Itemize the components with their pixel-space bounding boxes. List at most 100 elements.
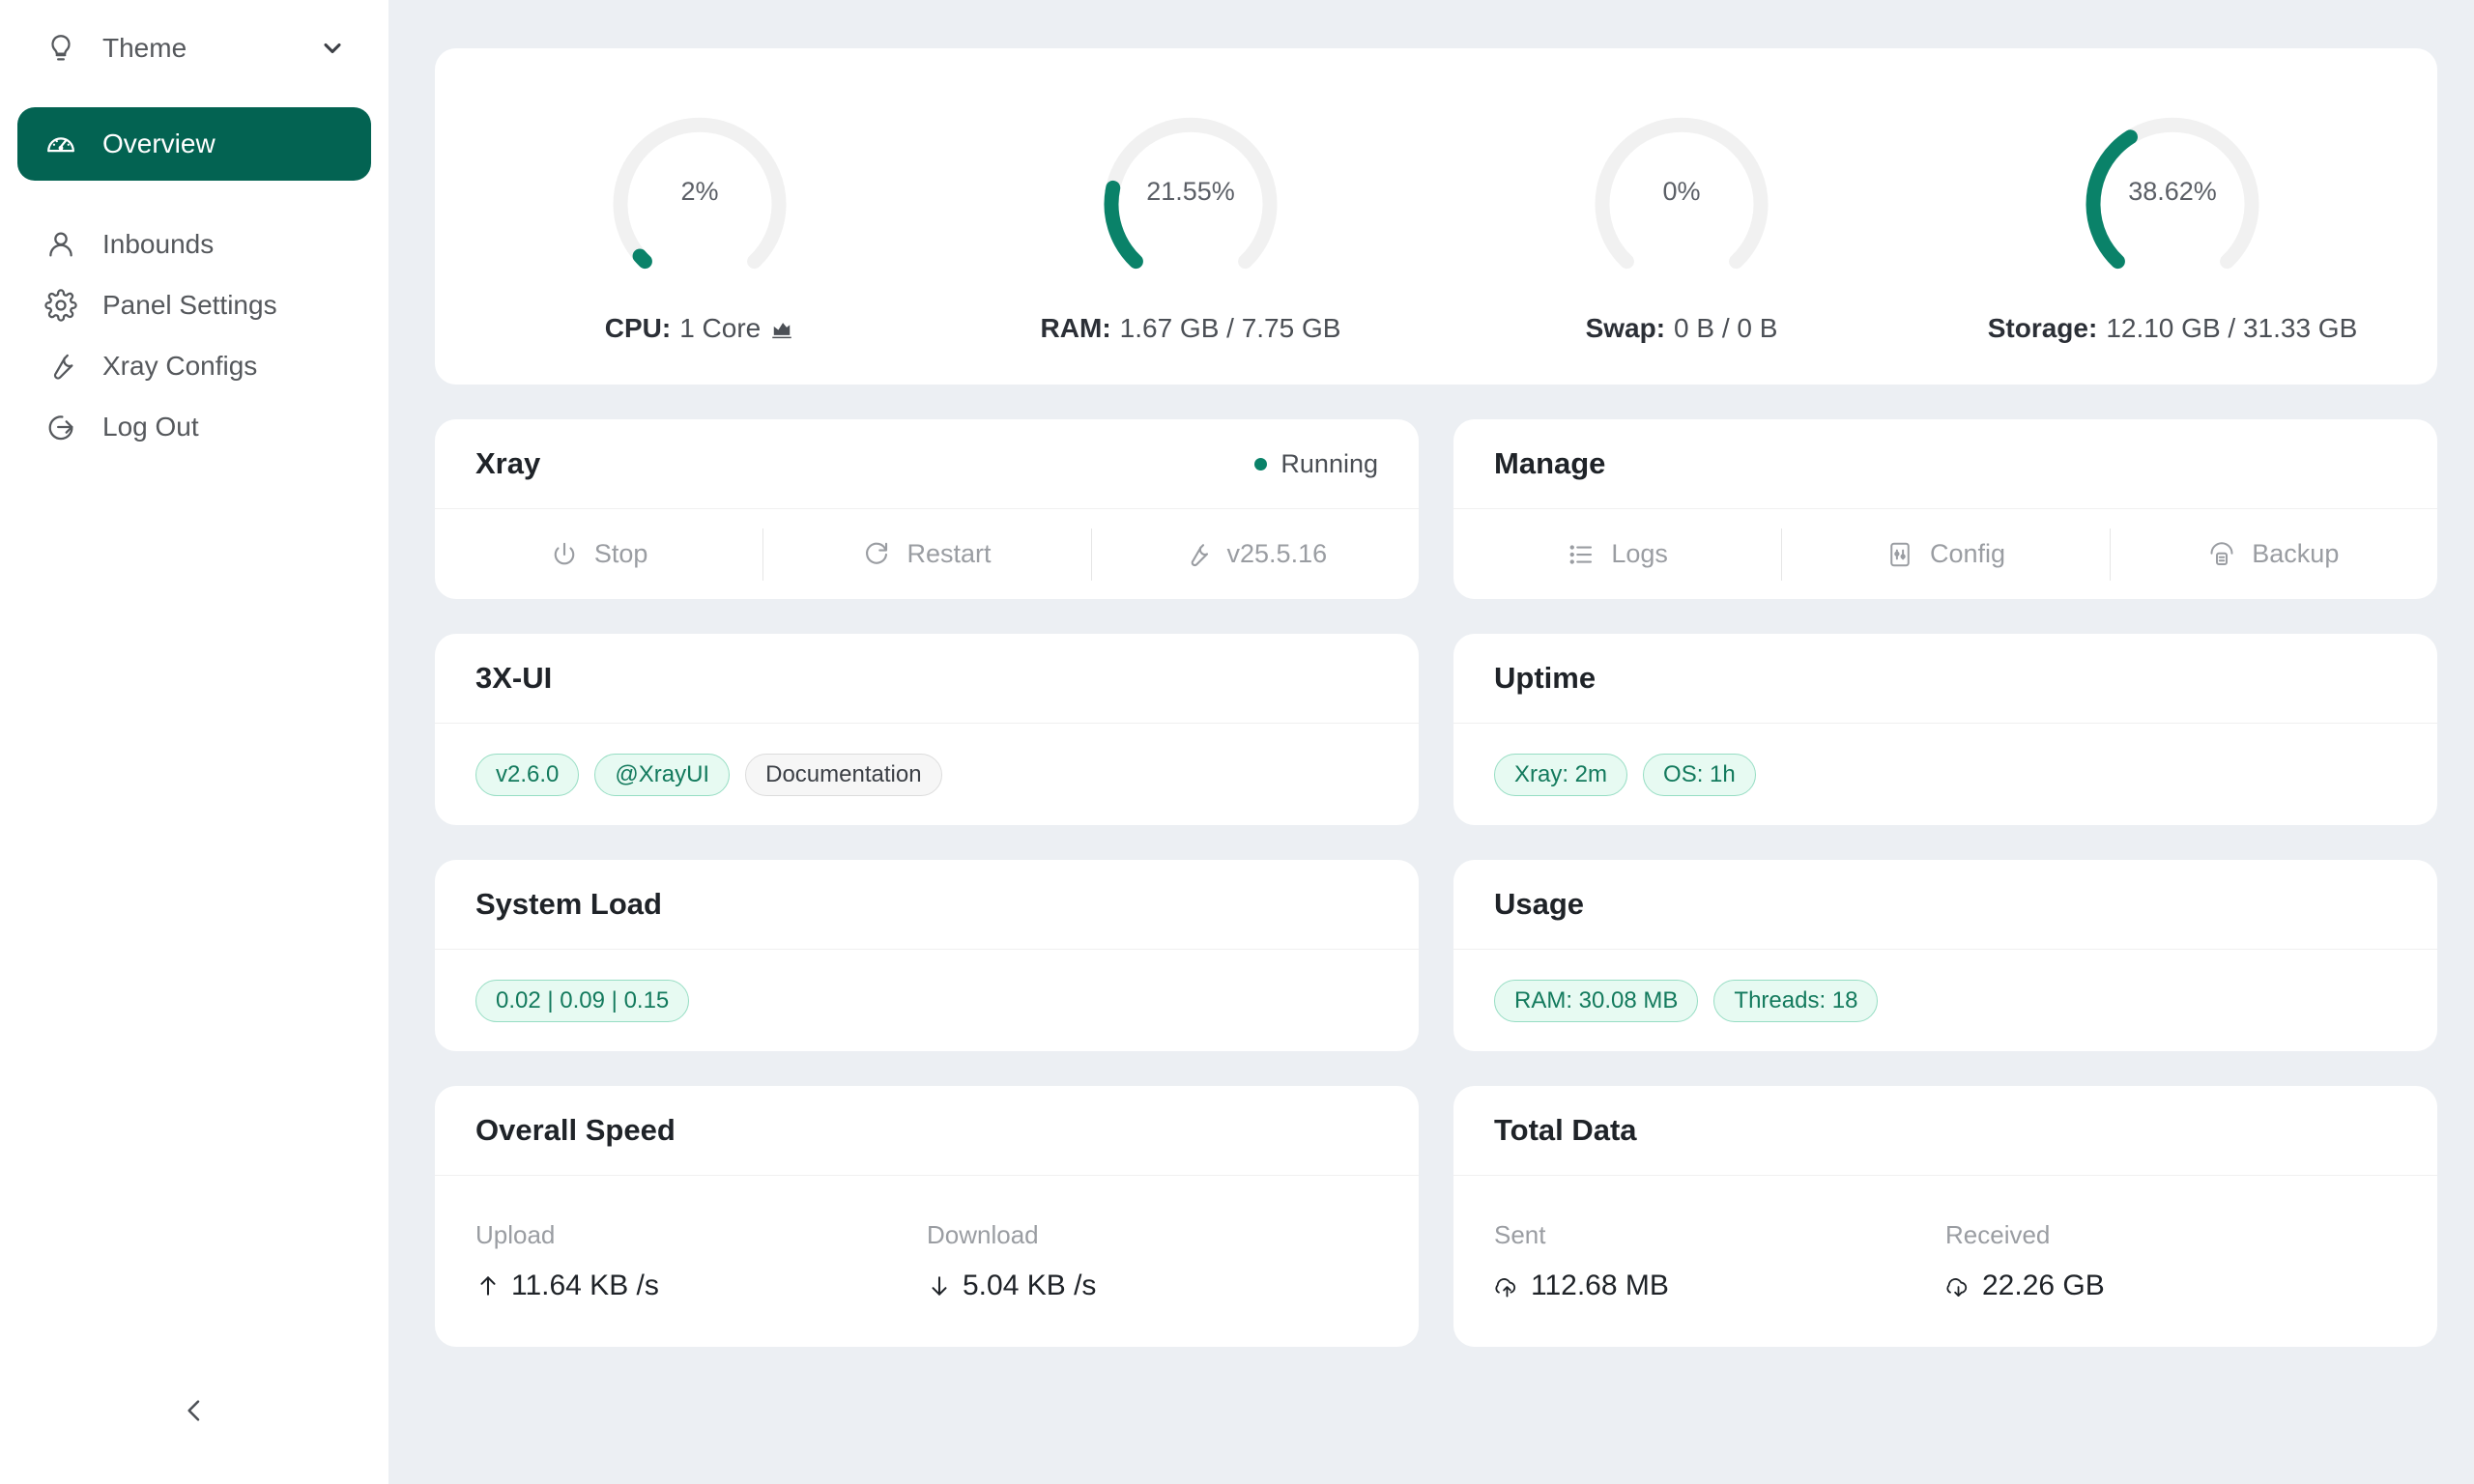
stop-label: Stop: [593, 539, 648, 568]
upload-value: 11.64 KB /s: [511, 1270, 659, 1301]
restart-label: Restart: [906, 539, 992, 568]
download-value-row: 5.04 KB /s: [927, 1270, 1378, 1302]
gauge-arc-swap: 0%: [1566, 87, 1798, 292]
xray-version-label: v25.5.16: [1226, 539, 1328, 568]
gauge-percent-ram: 21.55%: [1146, 176, 1235, 206]
logout-icon: [43, 409, 79, 445]
sent-label: Sent: [1494, 1220, 1546, 1249]
cloud-upload-icon: [1494, 1273, 1520, 1299]
uptime-card-header: Uptime: [1453, 634, 2437, 724]
card-title: Manage: [1494, 446, 1606, 480]
card-title: Total Data: [1494, 1113, 1637, 1147]
usage-card-body: RAM: 30.08 MB Threads: 18: [1453, 950, 2437, 1051]
badge-documentation[interactable]: Documentation: [745, 753, 942, 796]
badge-xray-uptime[interactable]: Xray: 2m: [1494, 753, 1628, 796]
sidebar-item-log-out[interactable]: Log Out: [17, 396, 371, 457]
overall-speed-card: Overall Speed Upload 11.64 KB /s: [435, 1086, 1419, 1347]
chart-icon[interactable]: [769, 316, 794, 341]
uptime-card-body: Xray: 2m OS: 1h: [1453, 724, 2437, 825]
backup-label: Backup: [2252, 539, 2340, 568]
gauge-storage: 38.62% Storage: 12.10 GB / 31.33 GB: [1927, 87, 2418, 344]
card-title: 3X-UI: [475, 661, 553, 695]
gauge-name: RAM:: [1040, 313, 1111, 343]
badge-telegram[interactable]: @XrayUI: [594, 753, 731, 796]
sidebar-item-label: Xray Configs: [102, 350, 258, 381]
uptime-card: Uptime Xray: 2m OS: 1h: [1453, 634, 2437, 825]
wrench-icon: [43, 348, 79, 385]
card-title: Xray: [475, 446, 541, 480]
theme-label: Theme: [102, 32, 187, 63]
sidebar-item-panel-settings[interactable]: Panel Settings: [17, 274, 371, 335]
wrench-icon: [1183, 540, 1212, 569]
gear-icon: [43, 287, 79, 324]
theme-selector[interactable]: Theme: [17, 17, 371, 78]
badge-usage-threads[interactable]: Threads: 18: [1713, 979, 1879, 1022]
xray-card: Xray Running Stop: [435, 419, 1419, 599]
config-button[interactable]: Config: [1781, 528, 2109, 581]
total-data-card-header: Total Data: [1453, 1086, 2437, 1176]
card-title: Overall Speed: [475, 1113, 676, 1147]
overall-speed-card-header: Overall Speed: [435, 1086, 1419, 1176]
upload-value-row: 11.64 KB /s: [475, 1270, 927, 1302]
main-content: 2% CPU: 1 Core: [388, 0, 2474, 1484]
row-load-usage: System Load 0.02 | 0.09 | 0.15 Usage RAM…: [435, 860, 2437, 1051]
total-data-card: Total Data Sent 112.68 MB: [1453, 1086, 2437, 1347]
sidebar-item-xray-configs[interactable]: Xray Configs: [17, 335, 371, 396]
gauge-arc-cpu: 2%: [584, 87, 816, 292]
total-data-card-body: Sent 112.68 MB Received: [1453, 1176, 2437, 1347]
gauge-label-cpu: CPU: 1 Core: [605, 313, 795, 344]
badge-os-uptime[interactable]: OS: 1h: [1643, 753, 1756, 796]
xray-card-actions: Stop Restart: [435, 509, 1419, 599]
gauge-value: 0 B / 0 B: [1674, 313, 1778, 343]
received-value-row: 22.26 GB: [1945, 1270, 2397, 1302]
overall-speed-card-body: Upload 11.64 KB /s Download: [435, 1176, 1419, 1347]
usage-card-header: Usage: [1453, 860, 2437, 950]
chevron-down-icon[interactable]: [319, 35, 346, 62]
download-stat: Download 5.04 KB /s: [927, 1220, 1378, 1302]
status-badge: Running: [1254, 449, 1378, 479]
badge-usage-ram[interactable]: RAM: 30.08 MB: [1494, 979, 1699, 1022]
badge-load-average[interactable]: 0.02 | 0.09 | 0.15: [475, 979, 690, 1022]
card-title: Usage: [1494, 887, 1585, 921]
gauge-arc-storage: 38.62%: [2057, 87, 2288, 292]
bulb-icon: [43, 30, 79, 67]
xray-version-button[interactable]: v25.5.16: [1090, 528, 1419, 581]
received-stat: Received 22.26 GB: [1945, 1220, 2397, 1302]
system-load-card-body: 0.02 | 0.09 | 0.15: [435, 950, 1419, 1051]
gauge-value: 1.67 GB / 7.75 GB: [1119, 313, 1341, 343]
manage-card-header: Manage: [1453, 419, 2437, 509]
xui-card-header: 3X-UI: [435, 634, 1419, 724]
row-xui-uptime: 3X-UI v2.6.0 @XrayUI Documentation Uptim…: [435, 634, 2437, 825]
sent-value-row: 112.68 MB: [1494, 1270, 1945, 1302]
gauge-value: 1 Core: [679, 313, 762, 343]
gauge-row: 2% CPU: 1 Core: [454, 87, 2418, 344]
logs-label: Logs: [1611, 539, 1668, 568]
gauge-name: Storage:: [1987, 313, 2098, 343]
received-label: Received: [1945, 1220, 2051, 1249]
logs-button[interactable]: Logs: [1453, 530, 1781, 579]
gauge-percent-cpu: 2%: [680, 176, 719, 206]
card-title: Uptime: [1494, 661, 1597, 695]
sidebar-collapse-button[interactable]: [0, 1395, 388, 1431]
restart-button[interactable]: Restart: [762, 528, 1090, 581]
gauge-svg: [1104, 117, 1278, 270]
download-label: Download: [927, 1220, 1039, 1249]
sidebar-item-inbounds[interactable]: Inbounds: [17, 214, 371, 274]
row-xray-manage: Xray Running Stop: [435, 419, 2437, 599]
upload-stat: Upload 11.64 KB /s: [475, 1220, 927, 1302]
download-value: 5.04 KB /s: [963, 1270, 1097, 1301]
sidebar-item-overview[interactable]: Overview: [17, 107, 371, 181]
backup-icon: [2207, 540, 2236, 569]
gauge-ram: 21.55% RAM: 1.67 GB / 7.75 GB: [945, 87, 1436, 344]
gauge-value: 12.10 GB / 31.33 GB: [2106, 313, 2358, 343]
system-load-card: System Load 0.02 | 0.09 | 0.15: [435, 860, 1419, 1051]
stop-button[interactable]: Stop: [435, 530, 762, 579]
xray-card-header: Xray Running: [435, 419, 1419, 509]
backup-button[interactable]: Backup: [2109, 528, 2437, 581]
upload-label: Upload: [475, 1220, 556, 1249]
manage-card-actions: Logs Config: [1453, 509, 2437, 599]
badge-version[interactable]: v2.6.0: [475, 753, 580, 796]
refresh-icon: [862, 540, 891, 569]
card-title: System Load: [475, 887, 662, 921]
system-stats-card: 2% CPU: 1 Core: [435, 48, 2437, 385]
